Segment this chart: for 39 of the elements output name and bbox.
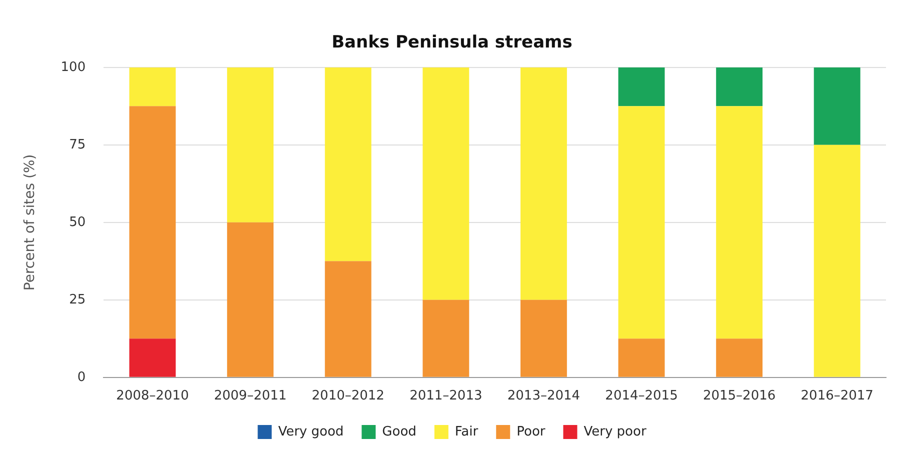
x-tick-label: 2011–2013 <box>410 388 482 404</box>
bar <box>716 67 763 106</box>
legend-label: Very poor <box>584 424 647 440</box>
bar <box>422 300 470 377</box>
bar <box>520 300 567 377</box>
x-tick-label: 2013–2014 <box>507 388 580 404</box>
x-tick-label: 2015–2016 <box>702 388 776 404</box>
y-tick-label: 75 <box>69 137 86 152</box>
legend-label: Fair <box>454 424 479 440</box>
chart-title: Banks Peninsula streams <box>332 32 572 53</box>
bar <box>618 67 665 106</box>
y-tick-label: 25 <box>69 292 86 308</box>
legend-label: Poor <box>516 424 546 440</box>
bar <box>520 67 567 300</box>
y-tick-label: 50 <box>69 214 86 230</box>
bar <box>618 106 665 339</box>
y-axis-title: Percent of sites (%) <box>22 154 38 291</box>
bar <box>324 67 372 262</box>
bar <box>129 67 176 106</box>
bar <box>227 67 274 222</box>
bar <box>422 67 470 300</box>
bar <box>716 106 763 339</box>
x-tick-label: 2009–2011 <box>214 388 287 404</box>
legend-label: Good <box>382 424 416 440</box>
x-tick-label: 2010–2012 <box>312 388 384 404</box>
x-tick-label: 2014–2015 <box>605 388 678 404</box>
bar <box>814 67 860 145</box>
legend-label: Very good <box>278 424 344 440</box>
bar <box>227 222 274 377</box>
bar <box>129 338 176 377</box>
y-tick-label: 100 <box>60 60 86 75</box>
bar <box>324 261 372 377</box>
bar <box>716 338 763 377</box>
x-tick-label: 2016–2017 <box>800 388 874 404</box>
x-tick-label: 2008–2010 <box>116 388 189 404</box>
bar <box>618 338 665 377</box>
bar <box>814 144 860 377</box>
y-tick-label: 0 <box>77 370 86 385</box>
bar <box>129 106 176 339</box>
